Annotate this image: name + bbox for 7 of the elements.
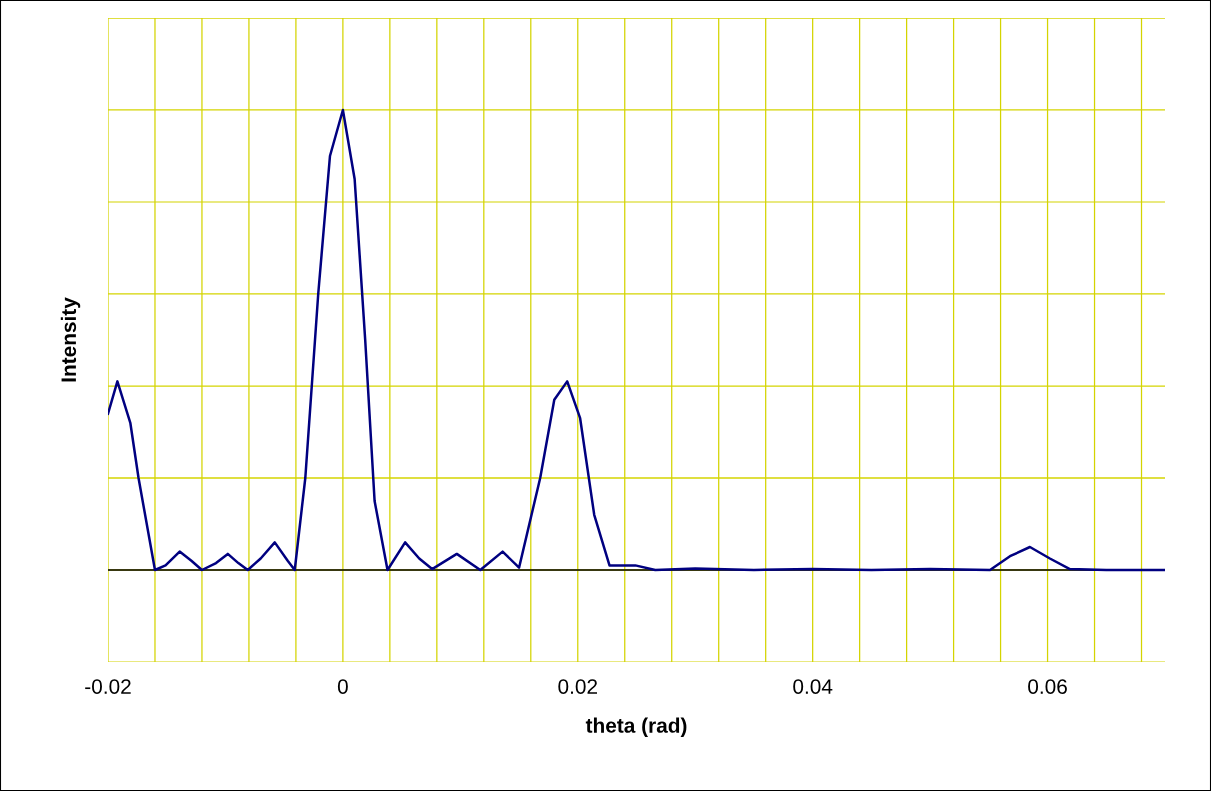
x-tick-label: 0.02 [558,679,598,694]
y-axis-title: Intensity [60,297,81,382]
x-tick-label: 0.04 [793,679,833,694]
x-tick-label: 0 [337,679,348,694]
x-tick-label: 0.06 [1028,679,1067,694]
x-tick-label: -0.02 [85,679,131,694]
x-axis-title: theta (rad) [585,717,687,737]
